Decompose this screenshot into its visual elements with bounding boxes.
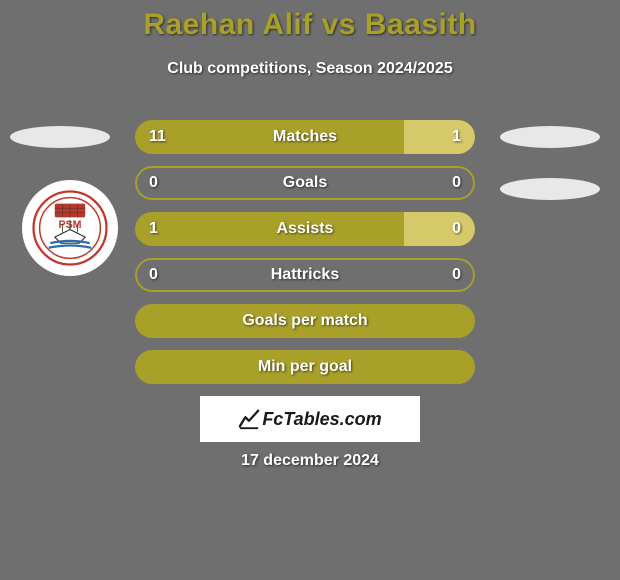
stat-fill-left: [135, 120, 404, 154]
stat-row: Min per goal: [135, 350, 475, 384]
podium-ellipse-right-top: [500, 126, 600, 148]
stat-value-left: 0: [149, 166, 158, 200]
club-crest-left: PSM: [22, 180, 118, 276]
stat-fill-left: [135, 304, 475, 338]
stat-fill-right: [404, 120, 475, 154]
footer-date: 17 december 2024: [0, 452, 620, 470]
stat-value-left: 11: [149, 120, 166, 154]
chart-line-icon: [238, 408, 260, 430]
stat-fill-right: [404, 212, 475, 246]
brand-text: FcTables.com: [262, 409, 381, 430]
podium-ellipse-left: [10, 126, 110, 148]
stat-row: Matches111: [135, 120, 475, 154]
stat-row: Assists10: [135, 212, 475, 246]
stat-value-right: 0: [452, 212, 461, 246]
stat-row: Goals per match: [135, 304, 475, 338]
stat-track: [135, 258, 475, 292]
podium-ellipse-right-bottom: [500, 178, 600, 200]
stat-fill-left: [135, 350, 475, 384]
stat-value-left: 1: [149, 212, 158, 246]
page-title: Raehan Alif vs Baasith: [0, 8, 620, 42]
stats-block: Matches111Goals00Assists10Hattricks00Goa…: [135, 120, 475, 396]
comparison-infographic: Raehan Alif vs Baasith Club competitions…: [0, 0, 620, 580]
stat-value-right: 0: [452, 258, 461, 292]
psm-makassar-crest-icon: PSM: [32, 190, 108, 266]
page-subtitle: Club competitions, Season 2024/2025: [0, 60, 620, 78]
stat-row: Hattricks00: [135, 258, 475, 292]
stat-fill-left: [135, 212, 404, 246]
brand-card: FcTables.com: [200, 396, 420, 442]
stat-value-right: 0: [452, 166, 461, 200]
stat-value-right: 1: [452, 120, 461, 154]
stat-value-left: 0: [149, 258, 158, 292]
stat-row: Goals00: [135, 166, 475, 200]
stat-track: [135, 166, 475, 200]
